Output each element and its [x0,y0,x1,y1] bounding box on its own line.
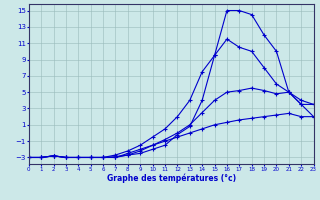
X-axis label: Graphe des températures (°c): Graphe des températures (°c) [107,173,236,183]
